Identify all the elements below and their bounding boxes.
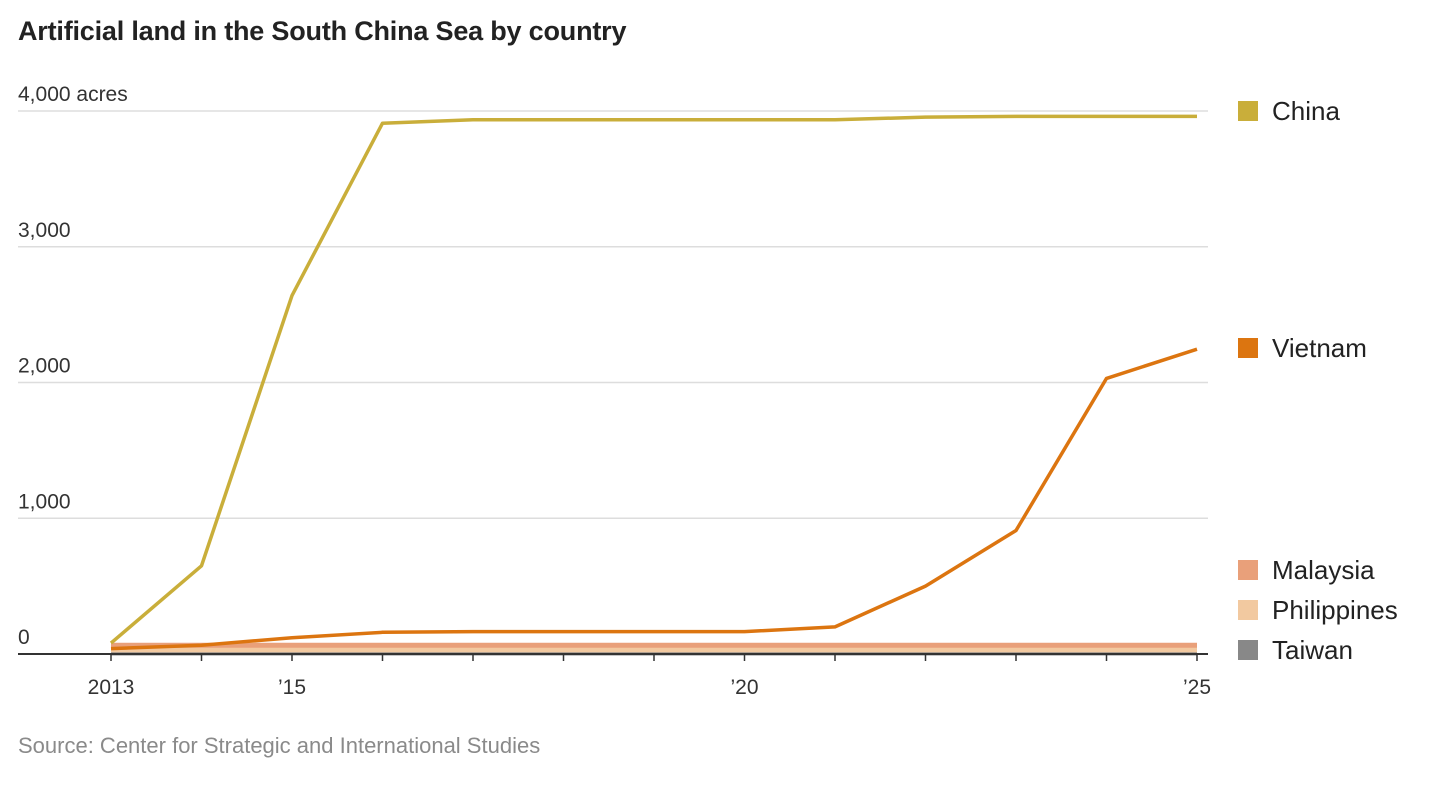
- source-note: Source: Center for Strategic and Interna…: [18, 733, 541, 758]
- y-tick-label: 3,000: [18, 219, 71, 242]
- x-tick-label: ’25: [1183, 676, 1211, 699]
- x-tick-label: 2013: [88, 676, 135, 699]
- x-tick-label: ’20: [730, 676, 758, 699]
- legend: China Vietnam Malaysia Philippines Taiwan: [1238, 96, 1398, 665]
- y-tick-label: 1,000: [18, 490, 71, 513]
- legend-swatch: [1238, 600, 1258, 620]
- y-tick-label: 0: [18, 626, 30, 649]
- legend-label: Malaysia: [1272, 555, 1375, 585]
- legend-label: China: [1272, 96, 1340, 126]
- legend-swatch: [1238, 640, 1258, 660]
- legend-swatch: [1238, 338, 1258, 358]
- grid-layer: [18, 110, 1208, 519]
- series-layer: [109, 114, 1198, 656]
- series-line-china: [109, 114, 1197, 645]
- y-tick-label: 4,000 acres: [18, 83, 128, 106]
- legend-swatch: [1238, 101, 1258, 121]
- legend-label: Taiwan: [1272, 635, 1353, 665]
- legend-item-china: China: [1238, 96, 1340, 126]
- legend-item-vietnam: Vietnam: [1238, 333, 1367, 363]
- legend-item-taiwan: Taiwan: [1238, 635, 1353, 665]
- y-tick-label: 2,000: [18, 355, 71, 378]
- legend-item-malaysia: Malaysia: [1238, 555, 1375, 585]
- legend-label: Philippines: [1272, 595, 1398, 625]
- legend-label: Vietnam: [1272, 333, 1367, 363]
- series-line-vietnam: [110, 347, 1198, 651]
- x-tick-label: ’15: [278, 676, 306, 699]
- chart-title: Artificial land in the South China Sea b…: [18, 16, 627, 46]
- legend-item-philippines: Philippines: [1238, 595, 1398, 625]
- axis-layer: 0 1,000 2,000 3,000 4,000 acres 2013 ’15 ’20 ’25: [18, 83, 1211, 699]
- legend-swatch: [1238, 560, 1258, 580]
